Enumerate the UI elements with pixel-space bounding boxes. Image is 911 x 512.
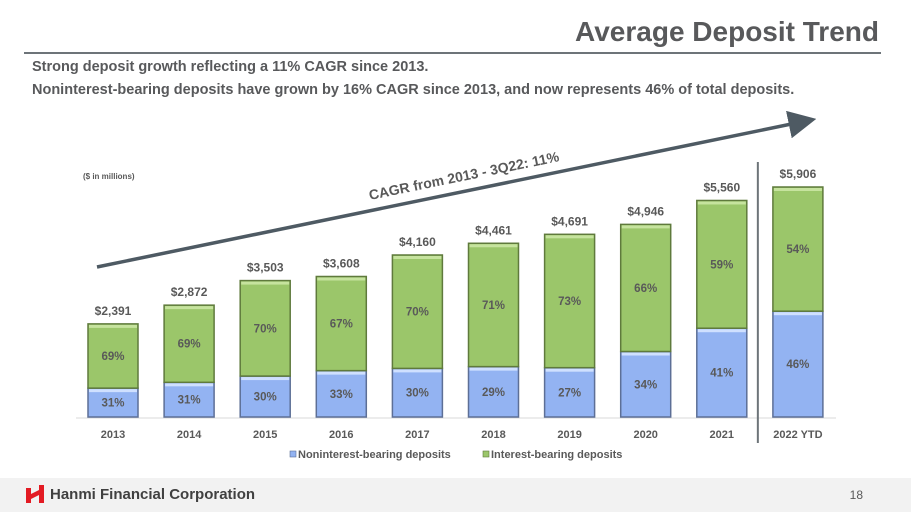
bar-interest bbox=[239, 279, 291, 377]
label-interest-pct: 69% bbox=[178, 339, 201, 351]
label-noninterest-pct: 31% bbox=[178, 395, 201, 407]
bar-interest bbox=[163, 304, 215, 384]
bar-noninterest bbox=[467, 365, 520, 418]
page-number: 18 bbox=[849, 488, 863, 502]
bar-interest-highlight bbox=[89, 324, 137, 328]
label-total: $5,906 bbox=[780, 167, 817, 181]
label-interest-pct: 70% bbox=[406, 307, 429, 319]
label-total: $4,691 bbox=[551, 214, 588, 228]
bar-noninterest bbox=[315, 369, 368, 418]
bar-noninterest-highlight bbox=[89, 389, 137, 393]
company-logo: Hanmi Financial Corporation bbox=[26, 485, 255, 503]
bar-noninterest-highlight bbox=[165, 383, 214, 387]
label-total: $2,391 bbox=[95, 304, 132, 318]
label-total: $4,461 bbox=[475, 223, 512, 237]
legend-label-interest: Interest-bearing deposits bbox=[491, 449, 622, 461]
label-total: $4,946 bbox=[627, 204, 664, 218]
label-interest-pct: 67% bbox=[330, 319, 353, 331]
bar-noninterest bbox=[772, 310, 824, 418]
label-total: $4,160 bbox=[399, 235, 436, 249]
label-total: $3,608 bbox=[323, 256, 360, 270]
bar-interest bbox=[619, 223, 672, 353]
x-tick-label: 2015 bbox=[253, 429, 277, 441]
label-noninterest-pct: 27% bbox=[558, 387, 581, 399]
bar-interest-highlight bbox=[165, 306, 214, 310]
bar-interest bbox=[87, 323, 139, 389]
bar-noninterest bbox=[543, 366, 596, 418]
label-total: $3,503 bbox=[247, 261, 284, 275]
bar-interest-highlight bbox=[545, 235, 594, 239]
page-title: Average Deposit Trend bbox=[575, 16, 879, 47]
legend-swatch-interest bbox=[482, 450, 490, 458]
label-noninterest-pct: 30% bbox=[254, 392, 277, 404]
label-noninterest-pct: 30% bbox=[406, 388, 429, 400]
bar-interest-highlight bbox=[469, 244, 518, 248]
company-name: Hanmi Financial Corporation bbox=[50, 485, 256, 503]
bar-interest-highlight bbox=[241, 281, 290, 285]
x-tick-label: 2014 bbox=[177, 429, 202, 441]
legend-swatch-noninterest bbox=[289, 450, 297, 458]
bar-noninterest bbox=[391, 367, 444, 418]
bar-noninterest bbox=[619, 350, 672, 418]
legend: Noninterest-bearing deposits Interest-bea… bbox=[289, 449, 622, 461]
bar-noninterest-highlight bbox=[545, 368, 594, 372]
bars-group: 31% 69% $2,391 2013 31% 69% $2,872 2014 30% 70% $3… bbox=[87, 162, 824, 443]
cagr-trend-arrow bbox=[96, 110, 817, 269]
label-noninterest-pct: 33% bbox=[330, 389, 353, 401]
bar-interest bbox=[543, 233, 596, 369]
label-total: $2,872 bbox=[171, 285, 208, 299]
title-divider bbox=[24, 52, 881, 54]
subtitle-line-2: Noninterest-bearing deposits have grown … bbox=[32, 82, 795, 98]
x-tick-label: 2018 bbox=[481, 429, 505, 441]
bar-interest bbox=[391, 254, 444, 370]
footer-bar bbox=[0, 478, 911, 512]
bar-interest-highlight bbox=[773, 188, 822, 191]
bar-noninterest bbox=[239, 375, 291, 418]
bar-interest-highlight bbox=[621, 225, 670, 229]
bar-interest bbox=[696, 199, 748, 329]
label-noninterest-pct: 34% bbox=[634, 379, 657, 391]
bar-noninterest-highlight bbox=[393, 369, 442, 373]
bar-noninterest-highlight bbox=[469, 367, 518, 371]
bar-noninterest-highlight bbox=[697, 329, 746, 333]
x-tick-label: 2013 bbox=[101, 429, 125, 441]
label-total: $5,560 bbox=[703, 180, 740, 194]
bar-interest bbox=[772, 186, 824, 312]
bar-interest bbox=[467, 242, 520, 368]
bar-noninterest-highlight bbox=[241, 377, 290, 381]
bar-interest-highlight bbox=[697, 201, 746, 205]
label-interest-pct: 69% bbox=[101, 351, 124, 363]
x-tick-label: 2017 bbox=[405, 429, 429, 441]
x-tick-label: 2016 bbox=[329, 429, 353, 441]
bar-noninterest-highlight bbox=[773, 312, 822, 316]
bar-noninterest bbox=[696, 327, 748, 418]
bar-interest-highlight bbox=[393, 255, 442, 259]
x-tick-label: 2019 bbox=[557, 429, 581, 441]
units-note: ($ in millions) bbox=[83, 172, 135, 181]
label-interest-pct: 71% bbox=[482, 300, 505, 312]
bar-noninterest-highlight bbox=[317, 371, 366, 375]
deposit-chart: ($ in millions) CAGR from 2013 - 3Q22: 1… bbox=[76, 110, 836, 461]
x-tick-label: 2022 YTD bbox=[773, 429, 822, 441]
label-interest-pct: 54% bbox=[786, 244, 809, 256]
label-noninterest-pct: 29% bbox=[482, 387, 505, 399]
label-interest-pct: 66% bbox=[634, 283, 657, 295]
legend-label-noninterest: Noninterest-bearing deposits bbox=[298, 449, 451, 461]
label-noninterest-pct: 31% bbox=[101, 398, 124, 410]
subtitle-line-1: Strong deposit growth reflecting a 11% C… bbox=[32, 59, 429, 75]
x-tick-label: 2020 bbox=[633, 429, 657, 441]
label-interest-pct: 73% bbox=[558, 296, 581, 308]
bar-interest-highlight bbox=[317, 277, 366, 281]
label-interest-pct: 59% bbox=[710, 259, 733, 271]
bar-interest bbox=[315, 275, 368, 372]
bar-noninterest-highlight bbox=[621, 352, 670, 356]
label-noninterest-pct: 41% bbox=[710, 368, 733, 380]
hanmi-logo-icon bbox=[26, 485, 44, 503]
label-interest-pct: 70% bbox=[254, 323, 277, 335]
cagr-annotation: CAGR from 2013 - 3Q22: 11% bbox=[367, 148, 561, 203]
x-tick-label: 2021 bbox=[710, 429, 734, 441]
label-noninterest-pct: 46% bbox=[786, 359, 809, 371]
